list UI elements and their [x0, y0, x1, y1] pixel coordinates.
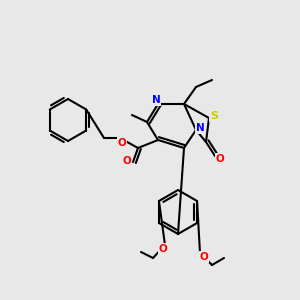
Text: O: O	[200, 252, 208, 262]
Text: O: O	[123, 156, 131, 166]
Text: N: N	[152, 95, 160, 105]
Text: S: S	[210, 111, 218, 121]
Text: O: O	[118, 138, 126, 148]
Text: O: O	[216, 154, 224, 164]
Text: O: O	[159, 244, 167, 254]
Text: N: N	[196, 123, 204, 133]
